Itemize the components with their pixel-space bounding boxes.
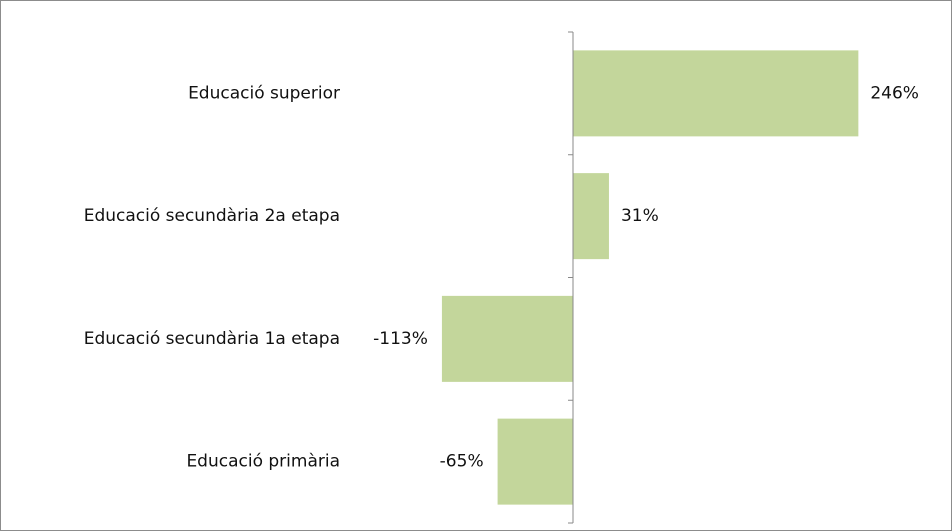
bar [497,418,573,505]
value-label: -65% [440,452,484,472]
category-label: Educació secundària 2a etapa [84,206,340,226]
bar [573,173,609,260]
value-label: 246% [870,83,919,103]
bar [441,295,573,382]
value-label: 31% [621,206,659,226]
category-label: Educació secundària 1a etapa [84,329,340,349]
bar [573,50,859,137]
value-label: -113% [373,329,428,349]
category-label: Educació superior [188,83,340,103]
category-label: Educació primària [186,452,340,472]
